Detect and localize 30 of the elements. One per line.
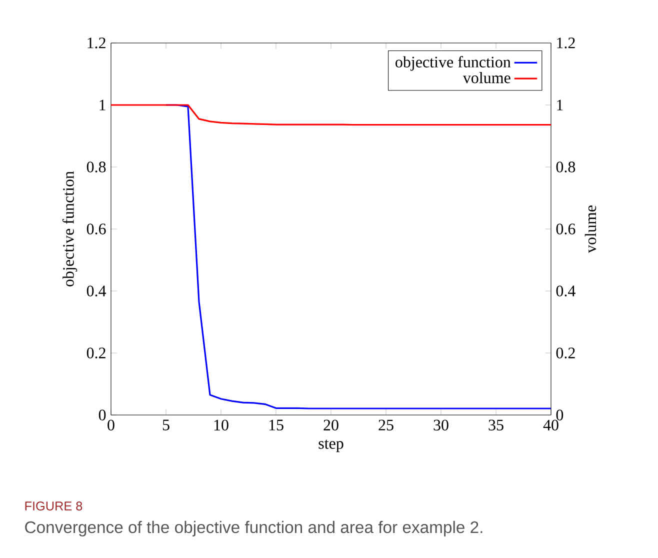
- y-tick-label: 0.6: [86, 224, 106, 234]
- x-tick-label: 10: [214, 420, 228, 430]
- y-tick-label: 1: [100, 100, 106, 110]
- y2-tick-label: 0.2: [556, 348, 575, 358]
- x-tick-label: 5: [162, 420, 170, 430]
- legend-label: objective function: [396, 56, 511, 71]
- x-tick-label: 35: [488, 420, 504, 430]
- y2-tick-label: 0.8: [556, 162, 576, 172]
- x-tick-label: 20: [324, 420, 338, 430]
- x-tick-label: 15: [269, 420, 284, 430]
- caption: FIGURE 8: [25, 502, 82, 510]
- y2-axis-title: volume: [584, 206, 596, 253]
- y2-tick-label: 0.6: [556, 224, 576, 234]
- y-tick-label: 0.4: [86, 286, 106, 296]
- y2-tick-label: 1.2: [557, 38, 575, 48]
- x-tick-label: 40: [543, 420, 558, 430]
- x-tick-label: 0: [108, 420, 114, 430]
- y2-tick-label: 0: [556, 410, 564, 420]
- y2-tick-label: 1: [557, 100, 563, 110]
- legend-label: volume: [462, 72, 510, 84]
- y-tick-label: 1.2: [88, 38, 106, 48]
- y2-tick-label: 0.4: [556, 286, 576, 296]
- y-tick-label: 0: [98, 410, 106, 420]
- text: Convergence of the objective function and area for example 2.: [25, 520, 482, 536]
- x-tick-label: 30: [434, 420, 448, 430]
- y-axis-title: objective function: [62, 171, 78, 286]
- x-axis-title: step: [318, 440, 344, 452]
- x-tick-label: 25: [378, 420, 394, 430]
- y-tick-label: 0.2: [86, 348, 106, 358]
- y-tick-label: 0.8: [86, 162, 106, 172]
